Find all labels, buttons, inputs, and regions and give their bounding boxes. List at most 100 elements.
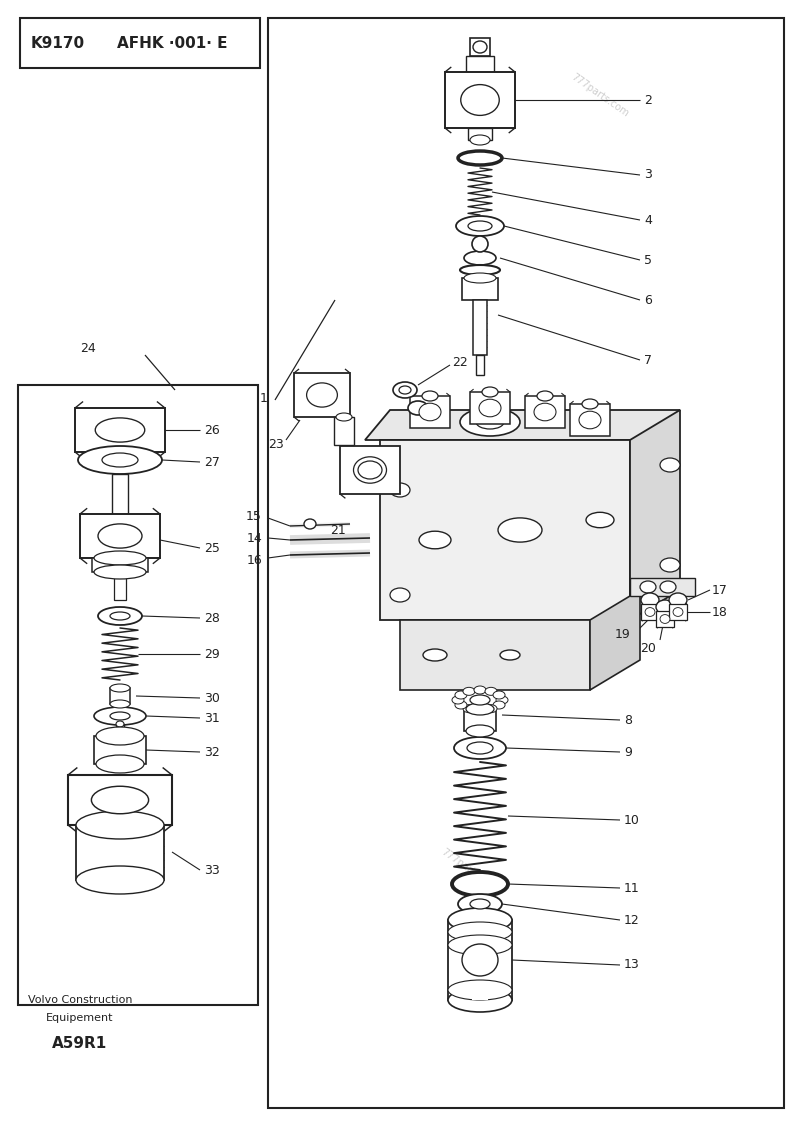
Ellipse shape	[91, 787, 149, 814]
Ellipse shape	[448, 908, 512, 932]
Ellipse shape	[408, 401, 428, 415]
Text: 777parts.com: 777parts.com	[499, 407, 561, 453]
Ellipse shape	[98, 607, 142, 625]
Text: 28: 28	[204, 611, 220, 625]
Ellipse shape	[496, 696, 508, 704]
Bar	[475, 876, 485, 883]
Text: 25: 25	[204, 542, 220, 554]
Text: Equipement: Equipement	[46, 1013, 114, 1023]
Ellipse shape	[98, 524, 142, 549]
Ellipse shape	[473, 40, 487, 53]
Ellipse shape	[94, 707, 146, 725]
Bar	[570, 404, 610, 436]
Text: 14: 14	[246, 532, 262, 544]
Ellipse shape	[456, 216, 504, 236]
Ellipse shape	[460, 691, 500, 709]
Ellipse shape	[470, 695, 490, 705]
Bar	[76, 825, 164, 880]
Ellipse shape	[76, 812, 164, 839]
Text: 29: 29	[204, 647, 220, 661]
Ellipse shape	[96, 755, 144, 773]
Bar	[445, 72, 515, 128]
Text: 3: 3	[644, 169, 652, 181]
Bar	[114, 572, 126, 600]
Bar	[468, 128, 492, 140]
Text: 31: 31	[204, 711, 220, 725]
Ellipse shape	[78, 446, 162, 474]
Text: 10: 10	[624, 814, 640, 826]
Bar	[669, 604, 687, 620]
Ellipse shape	[419, 404, 441, 420]
Ellipse shape	[95, 418, 145, 442]
Ellipse shape	[448, 922, 512, 942]
Bar	[18, 386, 258, 1005]
Ellipse shape	[399, 386, 411, 395]
Ellipse shape	[579, 411, 601, 428]
Text: 7: 7	[644, 354, 652, 366]
Bar	[656, 611, 674, 627]
Text: 11: 11	[624, 881, 640, 895]
Bar	[94, 736, 146, 764]
Ellipse shape	[102, 453, 138, 466]
Ellipse shape	[336, 413, 352, 422]
Text: 19: 19	[614, 627, 630, 641]
Ellipse shape	[470, 899, 490, 909]
Ellipse shape	[466, 725, 494, 737]
Ellipse shape	[474, 706, 486, 714]
Bar	[410, 396, 450, 428]
Ellipse shape	[660, 581, 676, 593]
Bar	[525, 396, 565, 428]
Text: 32: 32	[204, 745, 220, 759]
Ellipse shape	[393, 382, 417, 398]
Ellipse shape	[464, 273, 496, 283]
Ellipse shape	[485, 688, 497, 696]
Bar	[473, 300, 487, 355]
Text: 30: 30	[204, 691, 220, 705]
Bar	[340, 446, 400, 495]
Ellipse shape	[94, 551, 146, 565]
Ellipse shape	[673, 608, 683, 616]
Text: 777parts.com: 777parts.com	[439, 846, 501, 894]
Bar	[294, 373, 350, 417]
Polygon shape	[365, 410, 680, 439]
Bar	[448, 921, 512, 1000]
Ellipse shape	[479, 399, 501, 417]
Ellipse shape	[306, 383, 338, 407]
Text: 777parts.com: 777parts.com	[570, 72, 630, 118]
Text: 17: 17	[712, 583, 728, 597]
Text: 27: 27	[204, 455, 220, 469]
Ellipse shape	[94, 565, 146, 579]
Ellipse shape	[482, 387, 498, 397]
Ellipse shape	[304, 519, 316, 529]
Ellipse shape	[656, 600, 674, 614]
Bar	[462, 278, 498, 300]
Ellipse shape	[110, 700, 130, 708]
Text: 1: 1	[260, 391, 268, 405]
Ellipse shape	[641, 593, 659, 607]
Bar	[476, 355, 484, 375]
Bar	[464, 709, 496, 731]
Text: 8: 8	[624, 714, 632, 726]
Ellipse shape	[498, 518, 542, 542]
Ellipse shape	[493, 691, 505, 699]
Ellipse shape	[645, 608, 655, 616]
Text: 2: 2	[644, 93, 652, 107]
Ellipse shape	[660, 615, 670, 624]
Bar	[268, 18, 784, 1108]
Bar	[92, 558, 148, 572]
Ellipse shape	[669, 593, 687, 607]
Ellipse shape	[660, 457, 680, 472]
Text: 12: 12	[624, 914, 640, 926]
Ellipse shape	[452, 872, 508, 896]
Ellipse shape	[110, 685, 130, 692]
Ellipse shape	[476, 415, 504, 429]
Ellipse shape	[390, 588, 410, 602]
Text: 33: 33	[204, 863, 220, 877]
Bar	[400, 620, 590, 690]
Ellipse shape	[534, 404, 556, 420]
Ellipse shape	[640, 581, 656, 593]
Ellipse shape	[467, 742, 493, 754]
Text: Volvo Construction: Volvo Construction	[28, 995, 132, 1005]
Ellipse shape	[462, 944, 498, 976]
Ellipse shape	[96, 727, 144, 745]
